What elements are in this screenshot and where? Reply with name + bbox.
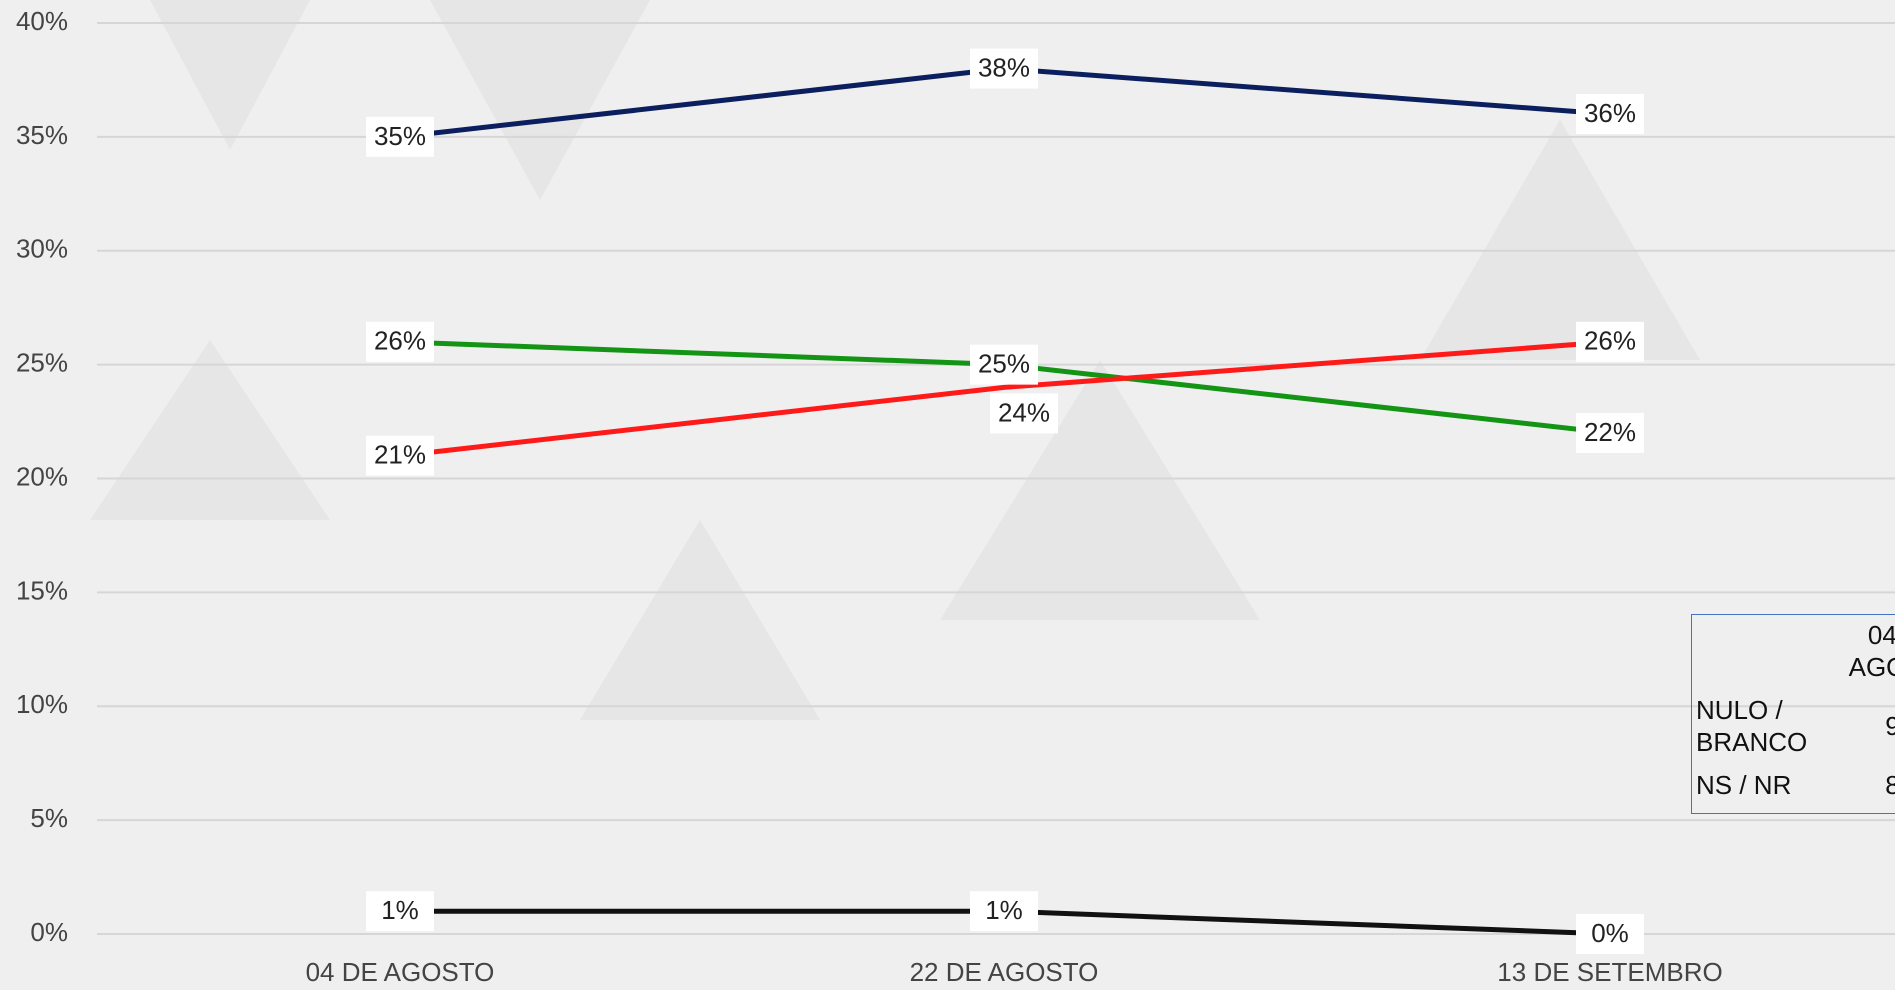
data-label: 38% — [978, 52, 1030, 82]
data-label: 35% — [374, 121, 426, 151]
table: 04 DE AGOSTO NULO / BRANCO 9% NS / NR 8% — [1692, 615, 1895, 805]
y-tick-label: 0% — [30, 917, 68, 947]
data-label: 1% — [381, 895, 419, 925]
table-cell: NS / NR — [1696, 770, 1792, 800]
y-tick-label: 25% — [16, 348, 68, 378]
data-label: 21% — [374, 440, 426, 470]
data-label: 0% — [1591, 918, 1629, 948]
data-label: 26% — [374, 326, 426, 356]
data-label-box — [970, 344, 1038, 385]
side-table: 04 DE AGOSTO NULO / BRANCO 9% NS / NR 8% — [1691, 614, 1895, 814]
data-label: 36% — [1584, 98, 1636, 128]
data-label: 24% — [998, 397, 1050, 427]
data-label-box — [1576, 321, 1644, 362]
data-label-box — [970, 891, 1038, 932]
data-label-box — [1576, 914, 1644, 954]
data-label-box — [366, 321, 434, 362]
data-label-box — [366, 116, 434, 157]
y-tick-label: 5% — [30, 803, 68, 833]
data-label-box — [990, 393, 1058, 434]
x-tick-label: 04 DE AGOSTO — [306, 957, 495, 987]
table-row: NULO / BRANCO 9% — [1692, 687, 1895, 765]
x-tick-label: 13 DE SETEMBRO — [1497, 957, 1722, 987]
data-label-box — [366, 891, 434, 932]
table-cell: 8% — [1826, 769, 1895, 801]
data-label-box — [1576, 94, 1644, 135]
data-label-box — [1576, 412, 1644, 453]
y-tick-label: 20% — [16, 461, 68, 491]
table-cell: NULO / BRANCO — [1696, 695, 1808, 757]
data-label: 1% — [985, 895, 1023, 925]
table-header: 04 DE AGOSTO — [1692, 615, 1895, 687]
table-cell: 9% — [1826, 710, 1895, 742]
data-label-box — [366, 435, 434, 476]
data-label-box — [970, 48, 1038, 89]
data-label: 22% — [1584, 417, 1636, 447]
y-tick-label: 15% — [16, 575, 68, 605]
y-tick-label: 30% — [16, 234, 68, 264]
data-label: 26% — [1584, 326, 1636, 356]
y-tick-label: 10% — [16, 689, 68, 719]
table-row: NS / NR 8% — [1692, 765, 1895, 805]
table-header-cell: 04 DE AGOSTO — [1848, 620, 1895, 682]
background-pattern — [90, 0, 1700, 720]
data-label: 25% — [978, 349, 1030, 379]
x-tick-label: 22 DE AGOSTO — [910, 957, 1099, 987]
y-tick-label: 35% — [16, 120, 68, 150]
series-line — [399, 339, 1611, 459]
y-tick-label: 40% — [16, 6, 68, 36]
